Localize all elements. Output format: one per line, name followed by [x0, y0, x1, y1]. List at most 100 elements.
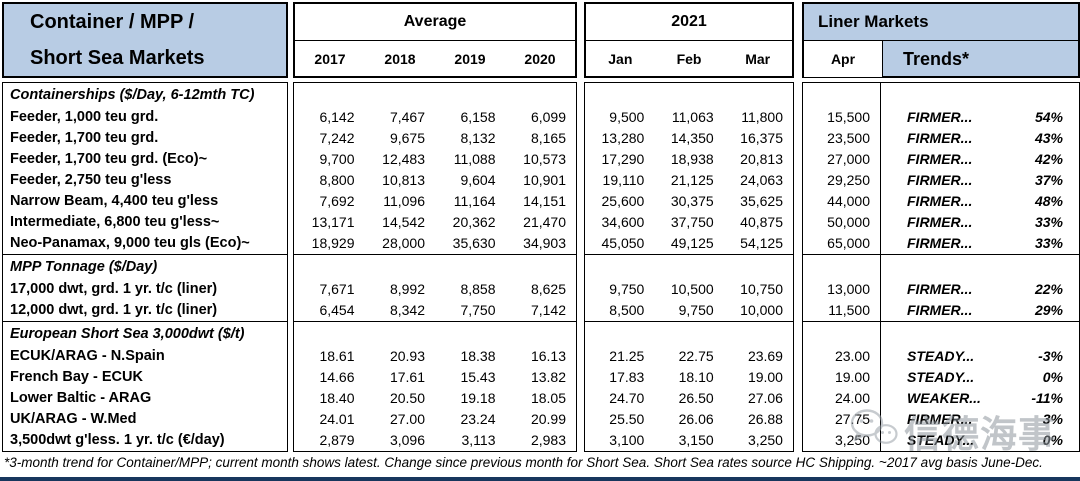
- average-row: 18.61 20.93 18.38 16.13: [294, 346, 576, 367]
- trend-cell: FIRMER... 29%: [881, 300, 1079, 321]
- section-spacer: [294, 322, 576, 346]
- value-cell: 25,600: [601, 193, 645, 209]
- year-2021-group: 2021 Jan Feb Mar 9,500 11,063 11,800 13,280 14…: [584, 2, 794, 452]
- trend-percent: 33%: [1034, 214, 1063, 230]
- apr-value: 3,250: [803, 430, 881, 451]
- value-cell: 14,350: [670, 130, 714, 146]
- value-cell: 11,096: [383, 193, 425, 209]
- month-row: 25.50 26.06 26.88: [585, 409, 793, 430]
- trend-label: FIRMER...: [907, 193, 973, 209]
- value-cell: 7,242: [319, 130, 355, 146]
- average-group: Average 2017 2018 2019 2020 6,142 7,467 6,158…: [293, 2, 577, 452]
- apr-value: 11,500: [803, 300, 881, 321]
- row-label: Lower Baltic - ARAG: [10, 390, 152, 406]
- value-cell: 7,142: [530, 302, 566, 318]
- trend-cell: FIRMER... 54%: [881, 107, 1079, 128]
- liner-row: 13,000 FIRMER... 22%: [803, 279, 1079, 300]
- value-cell: 21,470: [523, 214, 566, 230]
- trend-cell: STEADY... -3%: [881, 346, 1079, 367]
- value-cell: 11,088: [453, 151, 496, 167]
- month-row: 45,050 49,125 54,125: [585, 233, 793, 254]
- table-groups: Container / MPP / Short Sea Markets Cont…: [2, 2, 1080, 452]
- value-cell: 28,000: [382, 235, 425, 251]
- bottom-bar: [0, 477, 1080, 481]
- value-cell: 11,063: [671, 109, 714, 125]
- value-cell: 3,113: [461, 432, 496, 448]
- value-cell: 8,500: [609, 302, 645, 318]
- month-row: 9,500 11,063 11,800: [585, 107, 793, 128]
- value-cell: 9,604: [460, 172, 496, 188]
- year-label: 2020: [524, 51, 556, 67]
- average-title: Average: [295, 4, 575, 41]
- value-cell: 8,800: [319, 172, 355, 188]
- trend-cell: FIRMER... 22%: [881, 279, 1079, 300]
- value-cell: 6,099: [530, 109, 566, 125]
- value-cell: 20,813: [740, 151, 783, 167]
- row-label: Intermediate, 6,800 teu g'less~: [10, 214, 220, 230]
- value-cell: 6,158: [460, 109, 496, 125]
- row-label: 3,500dwt g'less. 1 yr. t/c (€/day): [10, 432, 225, 448]
- row-label: French Bay - ECUK: [10, 369, 143, 385]
- row-label: ECUK/ARAG - N.Spain: [10, 348, 165, 364]
- section-labels: European Short Sea 3,000dwt ($/t) ECUK/AR…: [3, 322, 287, 451]
- value-cell: 27.00: [389, 411, 425, 427]
- month-row: 17.83 18.10 19.00: [585, 367, 793, 388]
- trend-cell: FIRMER... 3%: [881, 409, 1079, 430]
- value-cell: 40,875: [740, 214, 783, 230]
- trend-cell: FIRMER... 42%: [881, 149, 1079, 170]
- trend-cell: FIRMER... 33%: [881, 233, 1079, 254]
- trend-percent: 0%: [1042, 369, 1063, 385]
- section-2021: 9,500 11,063 11,800 13,280 14,350 16,375 17,29…: [585, 83, 793, 255]
- trend-cell: [881, 322, 1079, 346]
- value-cell: 45,050: [601, 235, 645, 251]
- apr-cell: [803, 255, 881, 279]
- footnote: *3-month trend for Container/MPP; curren…: [4, 455, 1043, 470]
- section-average: 18.61 20.93 18.38 16.13 14.66 17.61 15.43 13.82…: [294, 322, 576, 451]
- row-label: UK/ARAG - W.Med: [10, 411, 137, 427]
- value-cell: 2,879: [319, 432, 355, 448]
- liner-row: 27,000 FIRMER... 42%: [803, 149, 1079, 170]
- section-2021: 21.25 22.75 23.69 17.83 18.10 19.00 24.70 26.50…: [585, 322, 793, 451]
- apr-value: 19.00: [803, 367, 881, 388]
- value-cell: 20,362: [452, 214, 496, 230]
- value-cell: 18.61: [319, 348, 355, 364]
- value-cell: 11,164: [453, 193, 496, 209]
- trend-label: FIRMER...: [907, 109, 973, 125]
- year-2021-body: 9,500 11,063 11,800 13,280 14,350 16,375 17,29…: [584, 82, 794, 452]
- value-cell: 37,750: [670, 214, 714, 230]
- value-cell: 18,929: [311, 235, 355, 251]
- row-label: Feeder, 1,000 teu grd.: [10, 109, 159, 125]
- month-row: 3,100 3,150 3,250: [585, 430, 793, 451]
- month-row: 9,750 10,500 10,750: [585, 279, 793, 300]
- liner-row: 23.00 STEADY... -3%: [803, 346, 1079, 367]
- apr-value: 23.00: [803, 346, 881, 367]
- average-header: Average 2017 2018 2019 2020: [293, 2, 577, 78]
- trend-percent: 22%: [1034, 281, 1063, 297]
- trend-percent: 33%: [1034, 235, 1063, 251]
- section-title: European Short Sea 3,000dwt ($/t): [10, 326, 245, 342]
- trend-label: STEADY...: [907, 348, 975, 364]
- trend-cell: WEAKER... -11%: [881, 388, 1079, 409]
- value-cell: 10,500: [670, 281, 714, 297]
- value-cell: 9,500: [609, 109, 645, 125]
- trend-percent: 54%: [1034, 109, 1063, 125]
- value-cell: 18.40: [319, 390, 355, 406]
- year-2021-months: Jan Feb Mar: [586, 41, 792, 77]
- average-row: 2,879 3,096 3,113 2,983: [294, 430, 576, 451]
- liner-row: 44,000 FIRMER... 48%: [803, 191, 1079, 212]
- trend-cell: FIRMER... 33%: [881, 212, 1079, 233]
- value-cell: 20.93: [389, 348, 425, 364]
- trend-label: FIRMER...: [907, 411, 973, 427]
- section-liner: 23.00 STEADY... -3% 19.00 STEADY... 0% 24.00 WE…: [803, 322, 1079, 451]
- row-label: Feeder, 1,700 teu grd. (Eco)~: [10, 151, 208, 167]
- trend-label: WEAKER...: [907, 390, 981, 406]
- average-row: 8,800 10,813 9,604 10,901: [294, 170, 576, 191]
- value-cell: 18,938: [670, 151, 714, 167]
- trend-percent: 42%: [1034, 151, 1063, 167]
- section-title: MPP Tonnage ($/Day): [10, 259, 158, 275]
- value-cell: 9,675: [389, 130, 425, 146]
- value-cell: 10,813: [382, 172, 425, 188]
- value-cell: 34,903: [523, 235, 566, 251]
- value-cell: 3,100: [609, 432, 645, 448]
- section-spacer: [294, 255, 576, 279]
